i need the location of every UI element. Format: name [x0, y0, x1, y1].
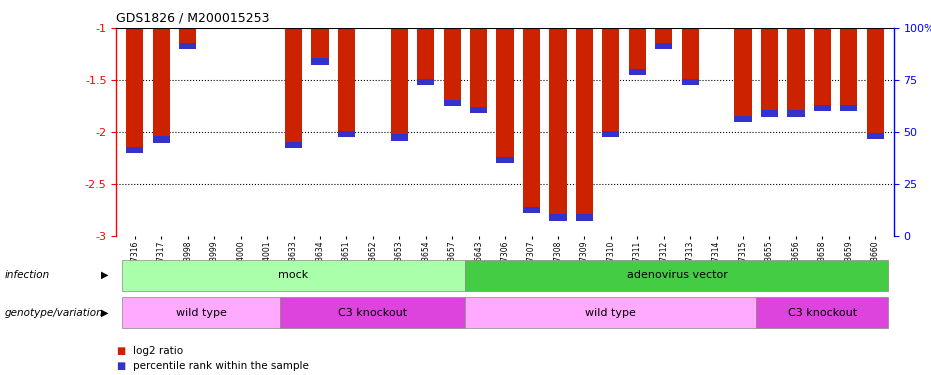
Bar	[840, 28, 857, 111]
Text: GDS1826 / M200015253: GDS1826 / M200015253	[116, 11, 270, 24]
Text: C3 knockout: C3 knockout	[788, 308, 857, 318]
Bar	[470, 28, 487, 114]
Bar	[470, 107, 487, 114]
Text: ■: ■	[116, 361, 126, 370]
Text: wild type: wild type	[586, 308, 636, 318]
Bar	[443, 28, 461, 106]
Bar	[628, 69, 646, 75]
Bar	[602, 131, 619, 137]
Bar	[285, 28, 303, 148]
Bar	[549, 28, 567, 220]
Text: ■: ■	[116, 346, 126, 355]
Text: adenovirus vector: adenovirus vector	[627, 270, 727, 280]
Bar	[338, 28, 355, 137]
Text: wild type: wild type	[176, 308, 226, 318]
Bar	[338, 131, 355, 137]
Bar	[575, 28, 593, 220]
Bar	[496, 157, 514, 164]
Bar	[681, 79, 699, 86]
Bar	[391, 28, 408, 141]
Bar	[549, 214, 567, 220]
Text: percentile rank within the sample: percentile rank within the sample	[133, 361, 309, 370]
Bar	[153, 136, 170, 142]
Bar	[735, 116, 751, 122]
Bar	[655, 43, 672, 49]
Bar	[761, 28, 778, 117]
Bar	[761, 110, 778, 117]
Bar	[867, 28, 884, 140]
Bar	[788, 110, 804, 117]
Bar	[602, 28, 619, 137]
Bar	[788, 28, 804, 117]
Bar	[867, 133, 884, 140]
Text: C3 knockout: C3 knockout	[338, 308, 408, 318]
Bar	[127, 147, 143, 153]
Text: ▶: ▶	[101, 270, 108, 280]
Bar	[814, 105, 831, 111]
Bar	[391, 134, 408, 141]
Text: genotype/variation: genotype/variation	[5, 308, 103, 318]
Text: infection: infection	[5, 270, 50, 280]
Bar	[179, 28, 196, 49]
Bar	[735, 28, 751, 122]
Bar	[311, 28, 329, 64]
Bar	[127, 28, 143, 153]
Bar	[496, 28, 514, 164]
Bar	[655, 28, 672, 49]
Text: log2 ratio: log2 ratio	[133, 346, 183, 355]
Bar	[628, 28, 646, 75]
Bar	[179, 43, 196, 49]
Bar	[575, 214, 593, 220]
Bar	[523, 207, 540, 213]
Bar	[681, 28, 699, 86]
Bar	[153, 28, 170, 142]
Bar	[443, 100, 461, 106]
Bar	[311, 58, 329, 64]
Bar	[417, 79, 435, 86]
Text: ▶: ▶	[101, 308, 108, 318]
Bar	[417, 28, 435, 86]
Text: mock: mock	[278, 270, 309, 280]
Bar	[523, 28, 540, 213]
Bar	[814, 28, 831, 111]
Bar	[840, 105, 857, 111]
Bar	[285, 141, 303, 148]
